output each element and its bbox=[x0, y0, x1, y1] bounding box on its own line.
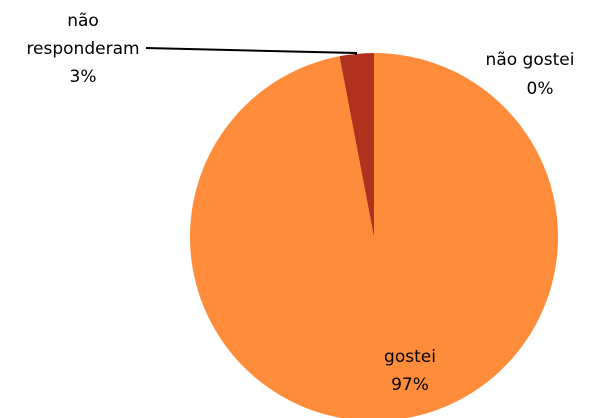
pie-slice-gostei bbox=[190, 53, 558, 418]
label-nao-gostei-pct: 0% bbox=[527, 79, 554, 99]
pie-slice-nao-responderam bbox=[339, 53, 374, 237]
label-nao-responderam-pct: 3% bbox=[70, 67, 97, 87]
label-nao-responderam-line1: não bbox=[67, 11, 99, 31]
label-gostei-pct: 97% bbox=[391, 375, 429, 395]
label-nao-responderam-line2: responderam bbox=[26, 39, 139, 59]
pie-slices bbox=[190, 53, 558, 418]
label-nao-gostei-name: não gostei bbox=[486, 50, 575, 70]
label-gostei-name: gostei bbox=[384, 347, 436, 367]
leader-line-nao-responderam bbox=[145, 47, 357, 55]
